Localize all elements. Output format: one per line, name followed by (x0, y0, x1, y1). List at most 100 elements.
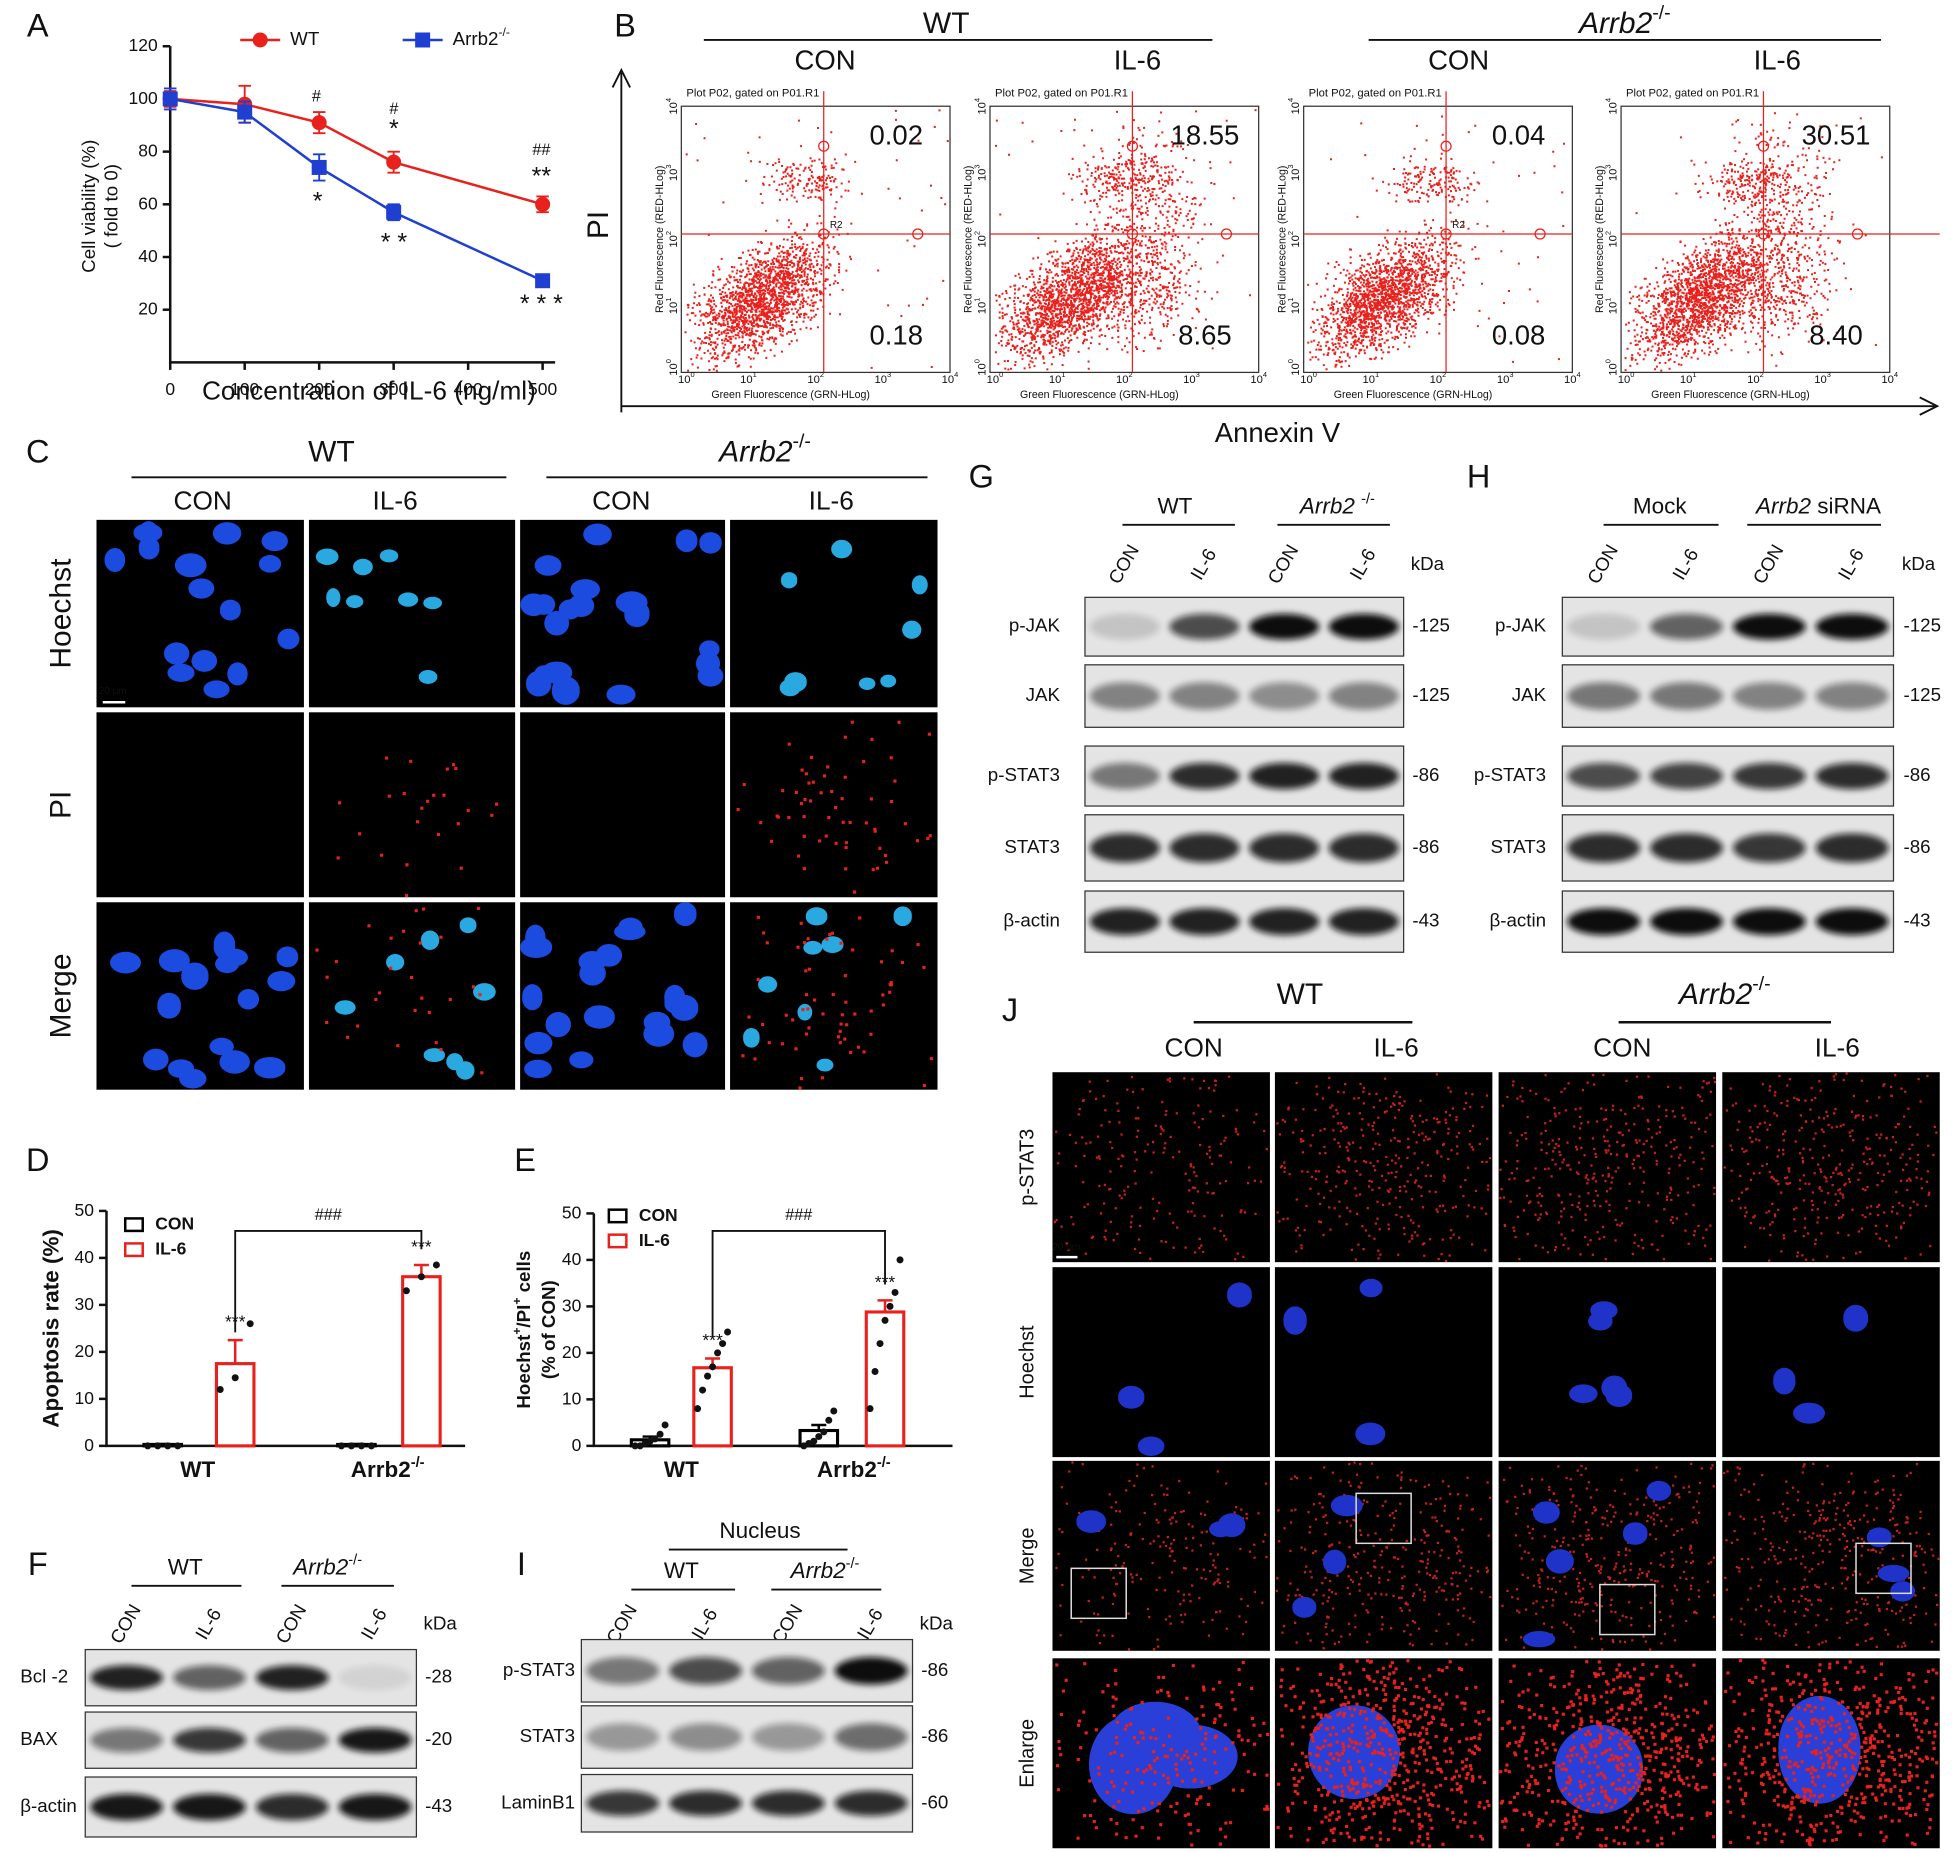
zoom-box (1599, 1583, 1656, 1636)
row-label: STAT3 (520, 1725, 576, 1746)
band (1815, 613, 1889, 640)
decade-base: 10 (875, 374, 888, 386)
group-header: Arrb2 -/- (1298, 491, 1375, 518)
gate-handle (1126, 228, 1139, 240)
panel-letter: H (1467, 458, 1490, 494)
row-label: Merge (45, 953, 78, 1038)
row-label: Bcl -2 (20, 1666, 68, 1687)
decade-base: 10 (678, 374, 691, 386)
decade-label: 101 (1362, 370, 1379, 385)
row-label: Merge (1017, 1528, 1039, 1585)
band (1089, 682, 1160, 710)
data-point (704, 1372, 712, 1380)
decade-label: 103 (664, 164, 679, 181)
x-tick-label: 300 (379, 379, 408, 399)
nuclei (1076, 1510, 1246, 1538)
data-point (432, 1261, 440, 1269)
gate-handle (1440, 228, 1452, 240)
data-point (154, 1442, 162, 1450)
annotation: ## (532, 142, 550, 160)
group-header: Arrb2-/- (1677, 973, 1771, 1011)
x-tick-label: 100 (230, 379, 259, 399)
decade-base: 10 (1290, 363, 1302, 375)
kda-label: -43 (1412, 910, 1439, 931)
band (1567, 762, 1641, 790)
nuclei (1555, 1724, 1644, 1814)
legend-marker (123, 1217, 144, 1233)
decade-label: 103 (1604, 164, 1619, 181)
decade-base: 10 (740, 374, 753, 386)
gate-label: R2 (830, 220, 843, 231)
band (90, 1793, 164, 1821)
y-axis-label: Cell viability (%) (78, 140, 99, 273)
row-label: p-JAK (1009, 615, 1061, 636)
data-point (724, 1328, 732, 1336)
decade-base: 10 (1300, 374, 1313, 386)
gate-handle (912, 228, 924, 240)
decade-base: 10 (1608, 302, 1620, 314)
band (586, 1723, 660, 1751)
decade-label: 104 (942, 370, 959, 385)
micrograph (1274, 1072, 1493, 1263)
annotation: ### (785, 1206, 812, 1224)
scale-bar-label: 20 μm (1052, 1242, 1080, 1253)
y-tick-label: 120 (129, 35, 158, 55)
micrograph (1274, 1267, 1493, 1458)
plot-y-axis: Red Fluorescence (RED-HLog) (1594, 166, 1606, 313)
gate-handle (818, 228, 830, 240)
decade-base: 10 (1250, 374, 1263, 386)
decade-label: 103 (973, 164, 988, 181)
decade-exponent: 1 (1692, 370, 1696, 379)
condition-label: CON (1263, 541, 1302, 588)
gate-handle (1851, 228, 1864, 240)
row-label: p-JAK (1495, 615, 1547, 636)
band (1328, 908, 1399, 936)
annotation: # (389, 100, 398, 118)
data-point (357, 1442, 365, 1450)
decade-base: 10 (668, 363, 680, 375)
decade-exponent: 2 (1760, 370, 1764, 379)
decade-base: 10 (976, 169, 988, 181)
condition-label: IL-6 (1345, 545, 1379, 583)
band (1732, 613, 1806, 640)
kda-label: -86 (1904, 836, 1931, 857)
group-header: Arrb2-/- (1577, 2, 1671, 40)
kda-header: kDa (423, 1613, 457, 1634)
decade-label: 102 (1287, 231, 1302, 248)
decade-label: 101 (1680, 370, 1697, 385)
legend-marker (123, 1242, 144, 1258)
band (255, 1793, 329, 1821)
band (1328, 762, 1399, 790)
decade-label: 102 (1747, 370, 1764, 385)
decade-label: 101 (1287, 298, 1302, 315)
kda-label: -86 (921, 1659, 948, 1680)
data-point (866, 1405, 874, 1413)
decade-label: 100 (1604, 359, 1619, 376)
decade-label: 101 (1049, 370, 1066, 385)
gate-handle (1534, 228, 1546, 240)
decade-base: 10 (987, 374, 999, 386)
nuclei (104, 521, 300, 699)
y-tick-label: 80 (138, 140, 158, 160)
point (535, 196, 551, 212)
band (1650, 908, 1723, 936)
decade-exponent: 0 (1287, 359, 1296, 363)
panel-letter: B (614, 7, 636, 43)
nuclei (1283, 1278, 1386, 1446)
band (1249, 682, 1320, 710)
band (1249, 833, 1320, 863)
band (1732, 762, 1806, 790)
micrograph (1498, 1267, 1717, 1458)
decade-base: 10 (1290, 235, 1302, 247)
point (237, 104, 253, 120)
decade-label: 100 (987, 370, 1004, 385)
gate-handle (1126, 140, 1139, 152)
point (162, 91, 178, 107)
annotation: * (313, 187, 323, 215)
band (1815, 833, 1889, 863)
quadrant-value: 0.08 (1492, 320, 1546, 351)
data-point (337, 1442, 345, 1450)
row-label: β-actin (1003, 910, 1060, 931)
plot-y-axis: Red Fluorescence (RED-HLog) (963, 166, 975, 313)
kda-label: -125 (1412, 684, 1449, 705)
